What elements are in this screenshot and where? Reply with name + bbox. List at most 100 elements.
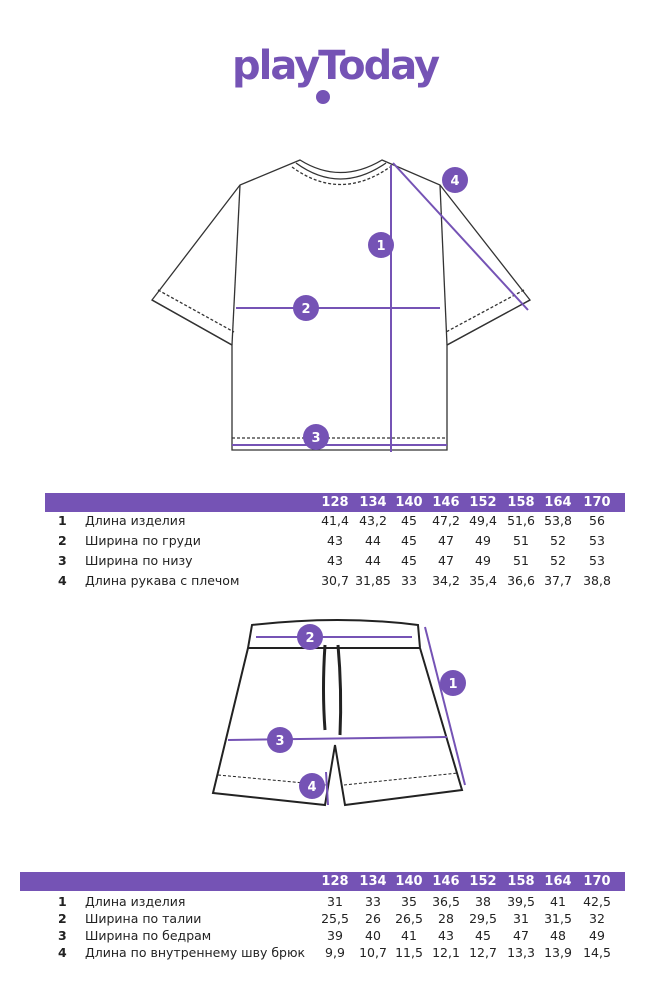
row-value: 25,5	[321, 911, 349, 926]
size-header: 146	[432, 495, 460, 510]
row-value: 35,4	[469, 573, 497, 588]
marker-4-label: 4	[450, 174, 459, 189]
marker-1	[368, 232, 394, 258]
row-value: 33	[401, 573, 417, 588]
row-value: 37,7	[544, 573, 572, 588]
marker-2-label: 2	[301, 302, 310, 317]
table-row: 3 Ширина по бедрам 39 40 41 43 45 47 48 49	[20, 927, 625, 945]
row-value: 29,5	[469, 911, 497, 926]
size-header: 152	[469, 495, 497, 510]
row-value: 44	[365, 533, 381, 548]
tshirt-size-table: 128 134 140 146 152 158 164 170 1 Длина изделия 4…	[45, 493, 625, 588]
row-value: 45	[475, 928, 491, 943]
row-label: Длина изделия	[85, 513, 186, 528]
logo-text: playToday	[232, 43, 440, 89]
size-header: 158	[507, 874, 535, 889]
row-value: 43	[438, 928, 454, 943]
size-header: 158	[507, 495, 535, 510]
table-row: 4 Длина по внутреннему шву брюк 9,9 10,7 11,…	[20, 944, 625, 962]
row-value: 45	[401, 553, 417, 568]
row-value: 52	[550, 553, 566, 568]
row-value: 26,5	[395, 911, 423, 926]
marker-3-label: 3	[275, 734, 284, 749]
marker-2	[293, 295, 319, 321]
row-number: 1	[58, 513, 67, 528]
row-number: 4	[58, 945, 67, 960]
row-value: 12,7	[469, 945, 497, 960]
shorts-size-table: 128 134 140 146 152 158 164 170 1 Длина изделия 3…	[20, 872, 625, 967]
table-header: 128 134 140 146 152 158 164 170	[20, 872, 625, 891]
row-value: 52	[550, 533, 566, 548]
row-label: Длина изделия	[85, 894, 186, 909]
row-value: 33	[365, 894, 381, 909]
row-value: 32	[589, 911, 605, 926]
row-number: 2	[58, 911, 67, 926]
row-value: 41,4	[321, 513, 349, 528]
size-header: 164	[544, 495, 572, 510]
row-value: 13,9	[544, 945, 572, 960]
size-header: 140	[395, 874, 423, 889]
row-value: 26	[365, 911, 381, 926]
marker-4-label: 4	[307, 780, 316, 795]
marker-1-label: 1	[448, 677, 457, 692]
row-value: 43	[327, 553, 343, 568]
size-header: 164	[544, 874, 572, 889]
row-value: 31,85	[355, 573, 391, 588]
tshirt-drawing: 1 2 3 4	[151, 159, 531, 452]
row-value: 39	[327, 928, 343, 943]
row-number: 3	[58, 553, 67, 568]
size-header: 146	[432, 874, 460, 889]
marker-2	[297, 624, 323, 650]
table-row: 1 Длина изделия 41,4 43,2 45 47,2 49,4 51,6 53,8…	[45, 512, 625, 530]
row-value: 43	[327, 533, 343, 548]
row-value: 44	[365, 553, 381, 568]
size-header: 170	[583, 874, 611, 889]
marker-3	[267, 727, 293, 753]
row-number: 2	[58, 533, 67, 548]
row-value: 53	[589, 533, 605, 548]
table-row: 2 Ширина по груди 43 44 45 47 49 51 52 53	[45, 532, 625, 550]
row-value: 47	[438, 533, 454, 548]
row-value: 31,5	[544, 911, 572, 926]
row-value: 49	[589, 928, 605, 943]
row-value: 49,4	[469, 513, 497, 528]
row-value: 38	[475, 894, 491, 909]
row-value: 53,8	[544, 513, 572, 528]
size-header: 128	[321, 495, 349, 510]
row-number: 4	[58, 573, 67, 588]
table-row: 3 Ширина по низу 43 44 45 47 49 51 52 53	[45, 552, 625, 570]
row-number: 3	[58, 928, 67, 943]
shorts-drawing: 1 2 3 4	[211, 619, 466, 807]
marker-3	[303, 424, 329, 450]
row-value: 49	[475, 553, 491, 568]
row-value: 48	[550, 928, 566, 943]
row-label: Ширина по низу	[85, 553, 193, 568]
row-label: Длина рукава с плечом	[85, 573, 240, 588]
size-header: 170	[583, 495, 611, 510]
row-value: 40	[365, 928, 381, 943]
row-value: 45	[401, 513, 417, 528]
row-value: 56	[589, 513, 605, 528]
row-value: 51,6	[507, 513, 535, 528]
size-header: 140	[395, 495, 423, 510]
row-value: 53	[589, 553, 605, 568]
row-value: 13,3	[507, 945, 535, 960]
size-header: 134	[359, 874, 387, 889]
table-row: 1 Длина изделия 31 33 35 36,5 38 39,5 41 42,5	[20, 893, 625, 911]
table-row: 2 Ширина по талии 25,5 26 26,5 28 29,5 31 31,5 32	[20, 910, 625, 928]
row-value: 47,2	[432, 513, 460, 528]
row-value: 11,5	[395, 945, 423, 960]
row-value: 28	[438, 911, 454, 926]
row-value: 30,7	[321, 573, 349, 588]
row-value: 41	[401, 928, 417, 943]
table-row: 4 Длина рукава с плечом 30,7 31,85 33 34,2 35,…	[45, 572, 625, 590]
row-value: 31	[327, 894, 343, 909]
row-value: 49	[475, 533, 491, 548]
size-header: 134	[359, 495, 387, 510]
row-value: 35	[401, 894, 417, 909]
row-value: 45	[401, 533, 417, 548]
row-value: 36,6	[507, 573, 535, 588]
logo-dot	[316, 90, 330, 104]
row-label: Ширина по талии	[85, 911, 202, 926]
row-value: 12,1	[432, 945, 460, 960]
